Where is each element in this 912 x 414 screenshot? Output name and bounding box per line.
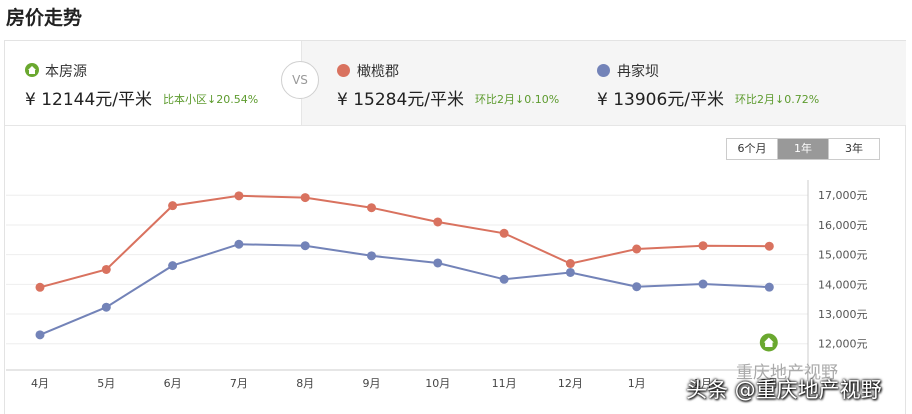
y-tick-label: 15,000元 [818, 249, 868, 262]
data-point [35, 330, 45, 340]
x-tick-label: 9月 [363, 377, 381, 390]
data-point [698, 279, 708, 289]
x-tick-label: 10月 [425, 377, 450, 390]
x-tick-label: 2月 [694, 377, 712, 390]
comparison-panel: 本房源 ¥ 12144元/平米 比本小区↓20.54% VS 橄榄郡 ¥ 152… [4, 40, 906, 414]
data-point [101, 302, 111, 312]
data-point [168, 261, 178, 271]
data-point [168, 201, 178, 211]
community-section [301, 41, 906, 125]
data-point [499, 228, 509, 238]
series-line [39, 243, 770, 336]
own-listing-price: ¥ 12144元/平米 [25, 90, 153, 110]
community-ranjiaba-change: 环比2月↓0.72% [735, 93, 820, 106]
own-listing-section [5, 41, 301, 125]
data-point [300, 241, 310, 251]
community-olive-change: 环比2月↓0.10% [475, 93, 560, 106]
range-1-year-button[interactable]: 1年 [778, 139, 829, 159]
range-3-years-button[interactable]: 3年 [829, 139, 879, 159]
data-point [35, 282, 45, 292]
vs-badge: VS [281, 61, 319, 99]
x-tick-label: 4月 [31, 377, 49, 390]
legend-dot-olive [337, 64, 350, 77]
x-tick-label: 12月 [558, 377, 583, 390]
data-point [234, 191, 244, 201]
data-point [367, 251, 376, 261]
data-point [433, 258, 443, 268]
data-point [632, 244, 642, 254]
y-tick-label: 14,000元 [818, 278, 868, 291]
own-listing-change: 比本小区↓20.54% [163, 93, 259, 106]
data-point [499, 274, 509, 284]
data-point [433, 217, 443, 227]
data-point [764, 282, 774, 292]
data-point [632, 282, 642, 292]
page-title: 房价走势 [6, 7, 83, 29]
watermark-caption: 头条 @重庆地产视野 [686, 378, 882, 402]
x-tick-label: 11月 [492, 377, 517, 390]
community-ranjiaba-name: 冉家坝 [617, 64, 659, 80]
x-tick-label: 7月 [230, 377, 248, 390]
data-point [764, 241, 774, 251]
y-tick-label: 17,000元 [818, 189, 868, 202]
data-point [101, 264, 111, 274]
y-tick-label: 13,000元 [818, 308, 868, 321]
x-tick-label: 8月 [296, 377, 314, 390]
series-line [39, 194, 770, 289]
data-point [565, 259, 575, 269]
legend-dot-ranjiaba [597, 64, 610, 77]
home-icon [25, 63, 39, 77]
home-icon [763, 337, 774, 347]
x-tick-label: 1月 [628, 377, 646, 390]
watermark-text: 重庆地产视野 [736, 363, 838, 383]
data-point [234, 239, 244, 249]
x-tick-label: 3月 [760, 377, 778, 390]
community-olive-name: 橄榄郡 [357, 64, 399, 80]
comparison-header: 本房源 ¥ 12144元/平米 比本小区↓20.54% VS 橄榄郡 ¥ 152… [5, 41, 906, 126]
data-point [300, 193, 310, 203]
range-6-months-button[interactable]: 6个月 [727, 139, 778, 159]
x-tick-label: 6月 [164, 377, 182, 390]
data-point [367, 203, 376, 213]
y-tick-label: 16,000元 [818, 219, 868, 232]
community-ranjiaba-price: ¥ 13906元/平米 [597, 90, 725, 110]
time-range-selector: 6个月 1年 3年 [726, 138, 880, 160]
x-tick-label: 5月 [97, 377, 115, 390]
data-point [698, 241, 708, 251]
data-point [565, 267, 575, 277]
community-olive-price: ¥ 15284元/平米 [337, 90, 465, 110]
y-tick-label: 12,000元 [818, 338, 868, 351]
own-listing-name: 本房源 [45, 64, 87, 80]
